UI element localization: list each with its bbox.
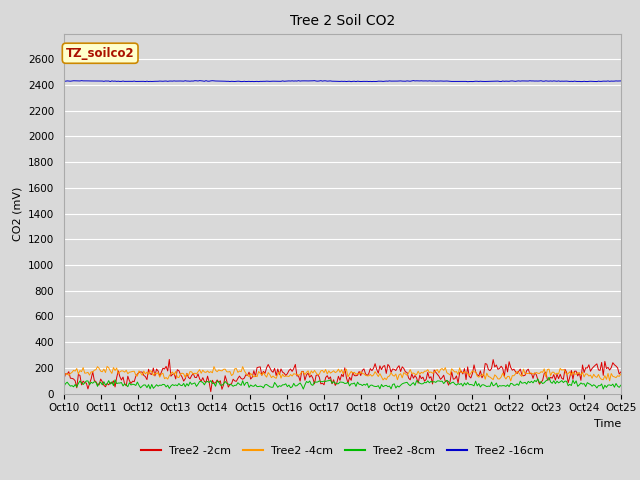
Tree2 -16cm — [612, 78, 620, 84]
Tree2 -4cm — [358, 371, 366, 377]
Tree2 -2cm — [596, 368, 604, 373]
Tree2 -2cm — [212, 380, 220, 386]
Tree2 -2cm — [392, 368, 400, 373]
Line: Tree2 -4cm: Tree2 -4cm — [64, 366, 621, 381]
Tree2 -4cm — [210, 364, 218, 370]
Tree2 -2cm — [60, 376, 68, 382]
Tree2 -8cm — [60, 384, 68, 389]
Tree2 -16cm — [60, 78, 68, 84]
X-axis label: Time: Time — [593, 419, 621, 429]
Y-axis label: CO2 (mV): CO2 (mV) — [12, 186, 22, 241]
Tree2 -8cm — [612, 381, 620, 386]
Tree2 -4cm — [103, 363, 111, 369]
Tree2 -2cm — [166, 357, 173, 362]
Tree2 -4cm — [60, 371, 68, 377]
Tree2 -4cm — [596, 375, 604, 381]
Tree2 -4cm — [507, 378, 515, 384]
Tree2 -2cm — [360, 366, 368, 372]
Tree2 -2cm — [320, 382, 328, 388]
Tree2 -16cm — [410, 78, 417, 84]
Tree2 -8cm — [617, 383, 625, 388]
Tree2 -8cm — [595, 383, 602, 388]
Tree2 -2cm — [617, 369, 625, 375]
Tree2 -2cm — [207, 389, 214, 395]
Tree2 -4cm — [612, 375, 620, 381]
Tree2 -8cm — [600, 386, 607, 392]
Line: Tree2 -8cm: Tree2 -8cm — [64, 377, 621, 389]
Tree2 -16cm — [389, 78, 397, 84]
Line: Tree2 -16cm: Tree2 -16cm — [64, 81, 621, 82]
Legend: Tree2 -2cm, Tree2 -4cm, Tree2 -8cm, Tree2 -16cm: Tree2 -2cm, Tree2 -4cm, Tree2 -8cm, Tree… — [136, 441, 548, 460]
Tree2 -8cm — [389, 382, 397, 387]
Tree2 -4cm — [319, 368, 326, 373]
Tree2 -2cm — [612, 363, 620, 369]
Tree2 -4cm — [617, 371, 625, 377]
Tree2 -16cm — [317, 78, 324, 84]
Tree2 -4cm — [390, 373, 398, 379]
Tree2 -8cm — [209, 381, 216, 386]
Tree2 -16cm — [596, 79, 604, 84]
Tree2 -8cm — [545, 374, 553, 380]
Tree2 -8cm — [317, 379, 324, 384]
Line: Tree2 -2cm: Tree2 -2cm — [64, 360, 621, 392]
Tree2 -16cm — [617, 78, 625, 84]
Title: Tree 2 Soil CO2: Tree 2 Soil CO2 — [290, 14, 395, 28]
Tree2 -8cm — [357, 382, 365, 387]
Tree2 -16cm — [357, 79, 365, 84]
Text: TZ_soilco2: TZ_soilco2 — [66, 47, 134, 60]
Tree2 -16cm — [464, 79, 472, 84]
Tree2 -16cm — [209, 78, 216, 84]
